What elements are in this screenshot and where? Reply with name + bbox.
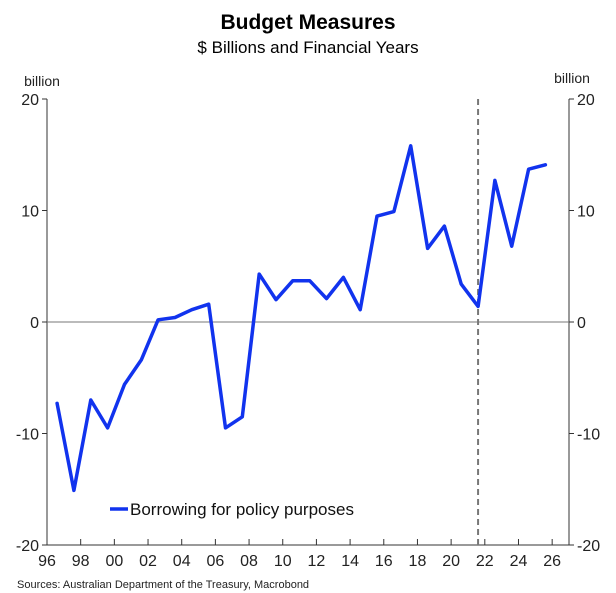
x-tick-label: 26 xyxy=(543,553,561,570)
series-line-borrowing xyxy=(55,144,548,493)
x-tick-label: 20 xyxy=(442,553,460,570)
y-tick-label-left: -10 xyxy=(16,427,39,444)
y-tick-label-left: 0 xyxy=(30,315,39,332)
chart-title: Budget Measures xyxy=(220,11,395,34)
y-tick-label-left: -20 xyxy=(16,538,39,555)
x-tick-label: 04 xyxy=(173,553,191,570)
chart-subtitle: $ Billions and Financial Years xyxy=(197,38,418,57)
x-tick-label: 12 xyxy=(308,553,326,570)
legend: Borrowing for policy purposes xyxy=(110,500,354,519)
x-tick-label: 08 xyxy=(240,553,258,570)
y-tick-label-right: -20 xyxy=(577,538,600,555)
source-note: Sources: Australian Department of the Tr… xyxy=(17,579,309,591)
x-tick-label: 10 xyxy=(274,553,292,570)
y-tick-label-right: 10 xyxy=(577,204,595,221)
x-tick-label: 22 xyxy=(476,553,494,570)
x-tick-label: 24 xyxy=(510,553,528,570)
x-tick-label: 18 xyxy=(409,553,427,570)
y-tick-label-right: 20 xyxy=(577,92,595,109)
y-unit-right: billion xyxy=(554,70,590,86)
x-tick-label: 98 xyxy=(72,553,90,570)
y-unit-left: billion xyxy=(24,73,60,89)
y-tick-label-left: 10 xyxy=(21,204,39,221)
x-tick-label: 06 xyxy=(206,553,224,570)
series-group xyxy=(55,144,548,493)
x-tick-label: 00 xyxy=(105,553,123,570)
x-tick-label: 16 xyxy=(375,553,393,570)
x-tick-label: 02 xyxy=(139,553,157,570)
y-tick-label-right: -10 xyxy=(577,427,600,444)
y-tick-label-right: 0 xyxy=(577,315,586,332)
x-tick-label: 96 xyxy=(38,553,56,570)
legend-label: Borrowing for policy purposes xyxy=(130,500,354,519)
x-tick-label: 14 xyxy=(341,553,359,570)
y-tick-label-left: 20 xyxy=(21,92,39,109)
